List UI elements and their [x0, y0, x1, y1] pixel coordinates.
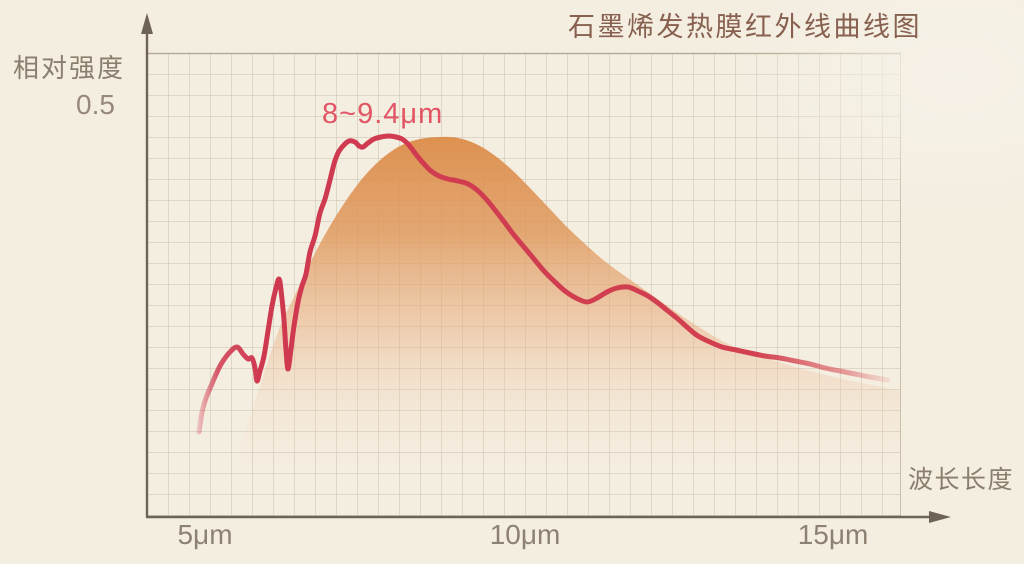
peak-range-annotation: 8~9.4μm: [322, 98, 444, 130]
x-axis-label: 波长长度: [908, 466, 1015, 494]
x-axis-arrow-icon: [929, 511, 951, 523]
x-axis-tick-10um: 10μm: [489, 519, 561, 550]
chart-title: 石墨烯发热膜红外线曲线图: [568, 12, 922, 42]
y-axis-tick-0.5: 0.5: [76, 89, 115, 120]
y-axis-label: 相对强度: [13, 53, 126, 83]
x-axis-tick-5um: 5μm: [177, 519, 233, 550]
x-axis-tick-15um: 15μm: [797, 519, 869, 550]
y-axis-arrow-icon: [141, 13, 153, 34]
